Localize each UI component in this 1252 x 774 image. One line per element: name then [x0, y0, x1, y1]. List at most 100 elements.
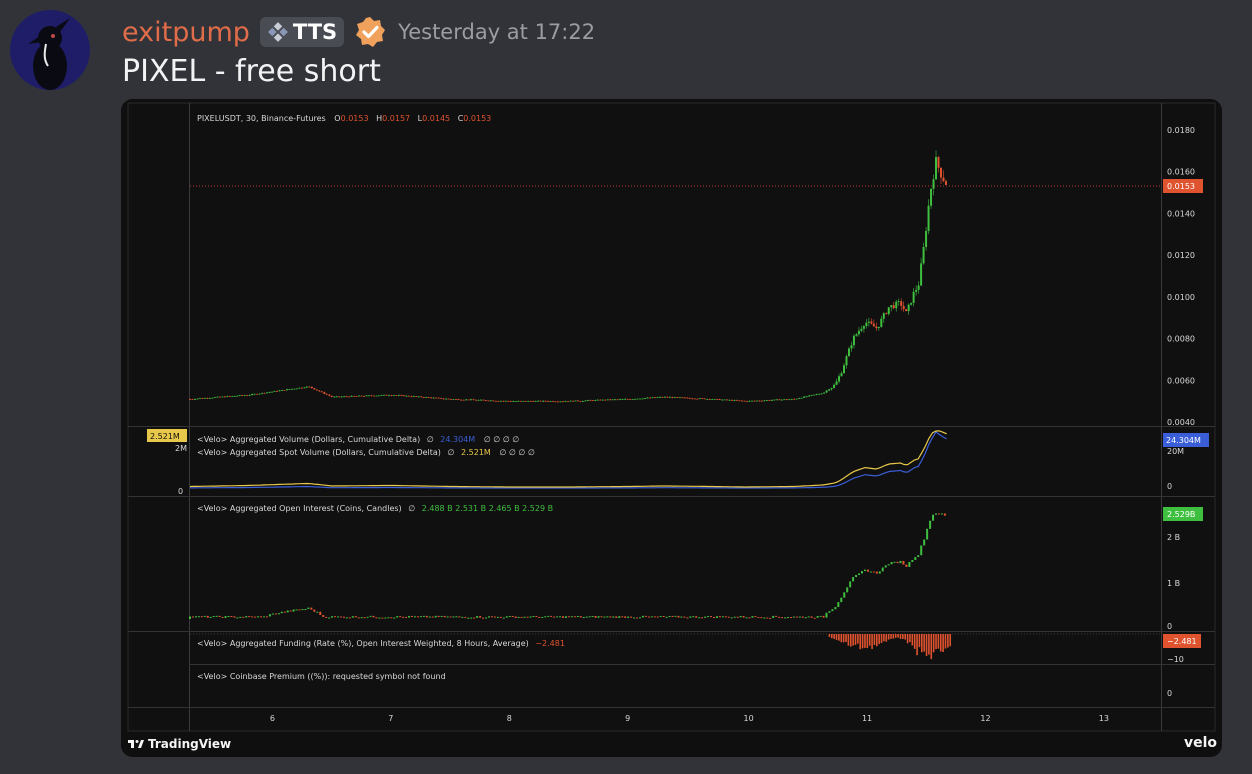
candle-body	[703, 398, 706, 400]
oi-candle	[200, 616, 203, 618]
server-tag[interactable]: TTS	[259, 17, 345, 47]
funding-bar	[845, 634, 847, 642]
candle-body	[231, 395, 234, 397]
oi-candle	[351, 616, 354, 618]
candle-body	[843, 365, 846, 374]
oi-candle	[470, 617, 473, 619]
candle-body	[867, 321, 870, 323]
candle-body	[935, 157, 938, 180]
oi-candle	[689, 616, 692, 618]
oi-candle	[680, 616, 683, 618]
oi-candle	[328, 617, 331, 619]
vol-null-sym: ∅	[427, 435, 434, 444]
candle-body	[420, 396, 423, 398]
oi-candle	[416, 616, 419, 618]
oi-candle	[443, 615, 446, 618]
candle-body	[564, 401, 567, 403]
candle-body	[460, 399, 463, 401]
oi-candle	[798, 616, 801, 618]
oi-candle	[399, 616, 402, 618]
funding-bar	[921, 634, 923, 653]
candle-body	[944, 181, 947, 185]
candle-body	[298, 387, 301, 389]
oi-candle	[769, 617, 772, 619]
oi-candle	[804, 617, 807, 619]
oi-candle	[636, 617, 639, 619]
candle-body	[430, 397, 433, 399]
oi-candle	[464, 616, 467, 618]
candle-body	[783, 399, 786, 401]
oi-candle	[245, 616, 248, 618]
funding-axis-neg10: −10	[1167, 655, 1184, 664]
candle-body	[213, 397, 216, 398]
candle-body	[875, 326, 878, 329]
candle-body	[201, 398, 204, 400]
oi-candle	[215, 615, 218, 617]
oi-candle	[887, 564, 890, 566]
timestamp[interactable]: Yesterday at 17:22	[398, 20, 596, 44]
oi-candle	[455, 616, 458, 618]
candle-body	[323, 392, 326, 394]
candle-body	[760, 400, 763, 402]
oi-candle	[251, 616, 254, 618]
candle-body	[601, 399, 604, 401]
candle-body	[790, 398, 793, 400]
oi-candle	[932, 514, 935, 521]
oi-candle	[831, 609, 834, 612]
oi-candle	[227, 616, 230, 618]
oi-candle	[405, 616, 408, 618]
oi-candle	[754, 616, 757, 618]
candle-body	[474, 399, 477, 401]
oi-candle	[342, 616, 345, 618]
candle-body	[335, 396, 338, 398]
candle-body	[663, 396, 666, 398]
price-tick-label: 0.0080	[1167, 335, 1195, 344]
tradingview-logo: TradingView	[128, 737, 231, 751]
candle-body	[432, 397, 435, 399]
username[interactable]: exitpump	[122, 16, 250, 48]
oi-candle	[597, 616, 600, 618]
candle-body	[387, 395, 390, 397]
chart-embed[interactable]: PIXELUSDT, 30, Binance-Futures O0.0153 H…	[121, 99, 1222, 757]
oi-candle	[479, 616, 482, 618]
oi-candle	[431, 616, 434, 618]
candle-body	[206, 397, 209, 399]
oi-candle	[209, 616, 212, 618]
funding-bar	[913, 634, 916, 649]
oi-candle	[265, 616, 268, 618]
oi-candle	[609, 616, 612, 618]
oi-candle	[908, 562, 911, 567]
oi-candle	[588, 616, 591, 618]
oi-candle	[242, 616, 245, 618]
oi-candle	[695, 616, 698, 618]
candle-body	[885, 313, 888, 315]
oi-candle	[926, 528, 929, 540]
candle-body	[741, 400, 744, 402]
candle-body	[251, 394, 254, 396]
candle-body	[499, 400, 502, 402]
oi-candle	[212, 616, 215, 618]
avatar[interactable]	[10, 10, 90, 90]
candle-body	[651, 397, 654, 399]
candle-body	[457, 399, 460, 400]
funding-bar	[935, 634, 937, 650]
candle-body	[365, 395, 368, 397]
tradingview-icon	[128, 740, 144, 748]
funding-bar	[947, 634, 949, 648]
oi-candle	[393, 617, 396, 619]
candle-body	[668, 397, 671, 398]
oi-candle	[615, 616, 618, 618]
candle-body	[248, 395, 251, 396]
candle-body	[750, 400, 753, 402]
candle-body	[542, 400, 545, 402]
candle-body	[392, 395, 395, 396]
oi-candle	[384, 617, 387, 619]
funding-bar	[835, 634, 838, 640]
candle-body	[571, 400, 574, 402]
candle-body	[624, 398, 627, 400]
oi-candle	[884, 565, 887, 568]
oi-candle	[476, 616, 479, 618]
oi-candle	[940, 513, 943, 515]
candle-body	[611, 399, 614, 401]
oi-candle	[810, 616, 813, 618]
